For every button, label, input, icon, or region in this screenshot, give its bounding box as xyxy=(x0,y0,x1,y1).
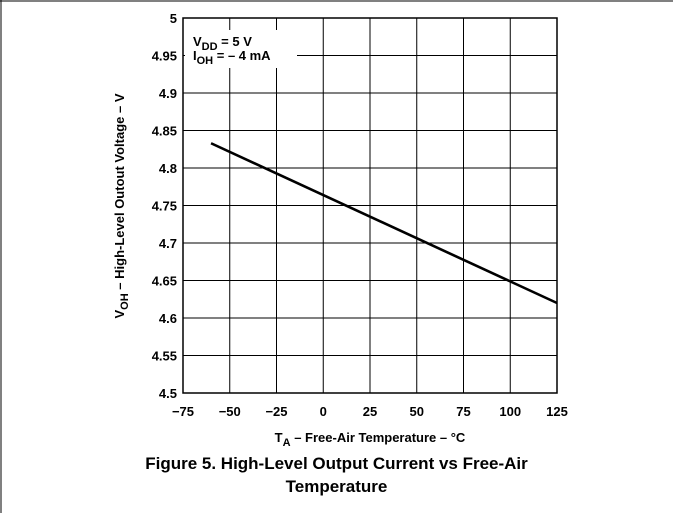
y-tick-label: 4.8 xyxy=(159,161,177,176)
x-tick-labels: −75 −50 −25 0 25 50 75 100 125 xyxy=(172,404,568,419)
y-tick-labels: 5 4.95 4.9 4.85 4.8 4.75 4.7 4.65 4.6 4.55 4.5 xyxy=(152,11,177,401)
x-tick-label: 25 xyxy=(363,404,377,419)
x-tick-label: 0 xyxy=(320,404,327,419)
x-axis-label: TA – Free-Air Temperature – °C xyxy=(275,430,466,449)
y-tick-label: 4.55 xyxy=(152,349,177,364)
y-tick-label: 4.5 xyxy=(159,386,177,401)
y-tick-label: 5 xyxy=(170,11,177,26)
x-tick-label: −50 xyxy=(219,404,241,419)
y-tick-label: 4.95 xyxy=(152,49,177,64)
data-series xyxy=(210,142,558,305)
condition-vdd: VDD = 5 V xyxy=(193,34,252,53)
conditions-box xyxy=(185,30,297,68)
x-tick-label: 75 xyxy=(456,404,470,419)
x-tick-label: 125 xyxy=(546,404,568,419)
x-tick-label: −75 xyxy=(172,404,194,419)
figure-caption-line-2: Temperature xyxy=(285,477,388,496)
x-tick-label: 50 xyxy=(410,404,424,419)
y-tick-label: 4.65 xyxy=(152,274,177,289)
x-tick-label: −25 xyxy=(265,404,287,419)
y-tick-label: 4.7 xyxy=(159,236,177,251)
condition-ioh: IOH = – 4 mA xyxy=(193,48,271,67)
y-tick-label: 4.85 xyxy=(152,124,177,139)
y-axis-label: VOH – High-Level Outout Voltage – V xyxy=(112,93,131,318)
series-line xyxy=(210,142,558,305)
y-tick-label: 4.9 xyxy=(159,86,177,101)
x-tick-label: 100 xyxy=(499,404,521,419)
figure-caption-line-1: Figure 5. High-Level Output Current vs F… xyxy=(145,454,528,473)
y-tick-label: 4.6 xyxy=(159,311,177,326)
grid-lines xyxy=(183,18,557,393)
y-tick-label: 4.75 xyxy=(152,199,177,214)
plot-area-border xyxy=(182,17,558,394)
